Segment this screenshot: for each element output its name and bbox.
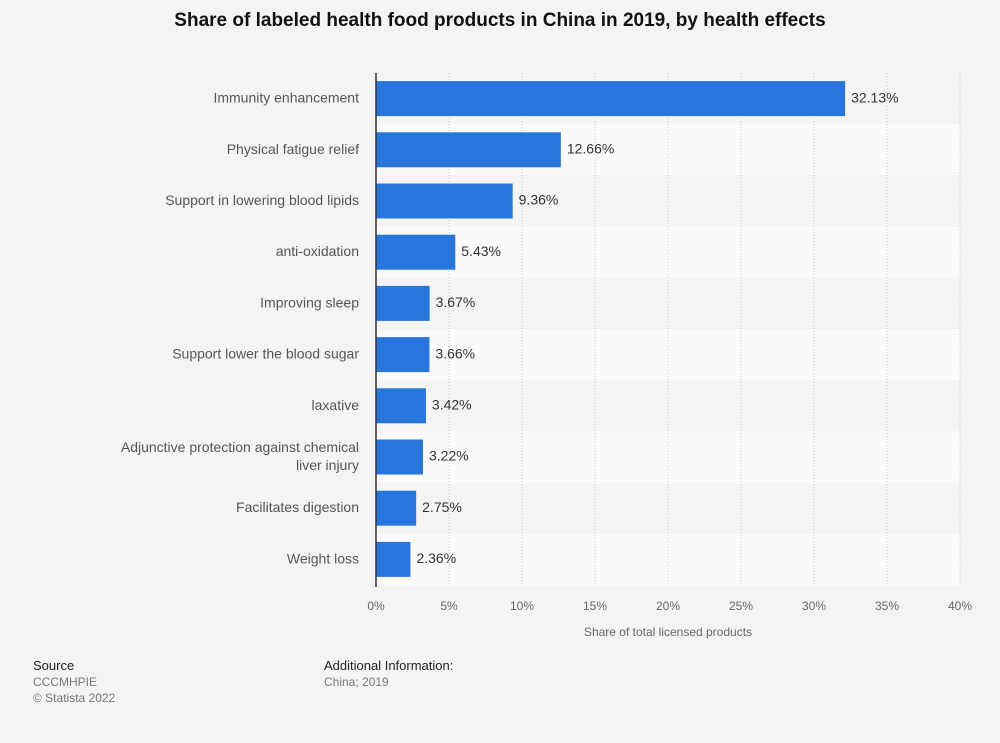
category-label: Support lower the blood sugar [172,345,359,361]
value-label: 9.36% [519,192,559,208]
value-label: 5.43% [461,243,501,259]
bar [376,490,417,526]
category-label: Adjunctive protection against chemical li… [121,439,359,473]
x-tick-label: 0% [367,599,385,613]
x-tick-label: 40% [948,599,972,613]
bar [376,183,513,219]
category-label: anti-oxidation [276,243,359,259]
value-label: 3.22% [429,448,469,464]
category-label: Improving sleep [260,294,359,310]
category-label: Facilitates digestion [236,499,359,515]
value-label: 2.36% [416,550,456,566]
source-heading: Source [33,658,75,673]
x-tick-label: 10% [510,599,534,613]
bar [376,234,456,270]
copyright-text: © Statista 2022 [33,691,116,705]
x-tick-label: 25% [729,599,753,613]
value-label: 12.66% [567,141,614,157]
x-tick-label: 35% [875,599,899,613]
bar [376,285,430,321]
category-label: Weight loss [287,550,359,566]
additional-info-heading: Additional Information: [324,658,454,673]
value-label: 3.66% [435,345,475,361]
category-label: laxative [312,397,360,413]
bar [376,81,846,117]
category-label: Physical fatigue relief [227,141,359,157]
x-tick-label: 20% [656,599,680,613]
value-label: 32.13% [851,89,898,105]
bar [376,541,411,577]
source-name: CCCMHPIE [33,675,98,689]
additional-info-text: China; 2019 [324,675,389,689]
value-label: 3.67% [436,294,476,310]
category-label: Immunity enhancement [213,89,359,105]
bar [376,388,426,424]
x-tick-label: 15% [583,599,607,613]
category-label: Support in lowering blood lipids [165,192,359,208]
bar [376,132,561,168]
source-block: Source CCCMHPIE © Statista 2022 [33,658,115,706]
bar [376,439,424,475]
x-tick-label: 30% [802,599,826,613]
additional-info-block: Additional Information: China; 2019 [324,658,453,690]
value-label: 3.42% [432,397,472,413]
value-label: 2.75% [422,499,462,515]
x-axis-title: Share of total licensed products [584,625,752,639]
chart-title: Share of labeled health food products in… [174,10,826,31]
x-tick-label: 5% [440,599,458,613]
bar [376,337,430,373]
